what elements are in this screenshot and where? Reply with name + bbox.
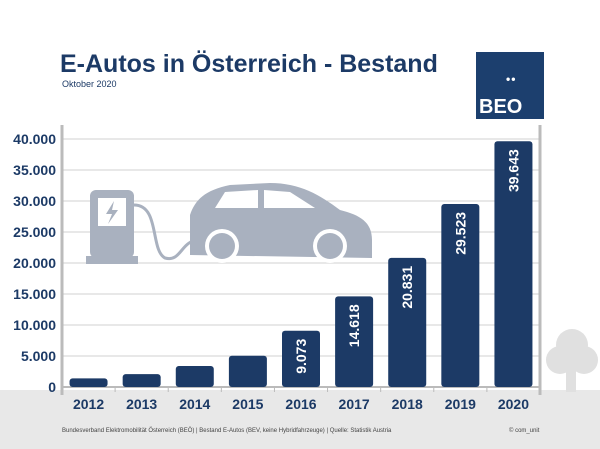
footer-source: Bundesverband Elektromobilität Österreic… bbox=[62, 428, 392, 434]
y-tick-label: 0 bbox=[48, 379, 56, 395]
y-tick-label: 35.000 bbox=[13, 162, 56, 178]
y-tick-label: 25.000 bbox=[13, 224, 56, 240]
y-tick-label: 20.000 bbox=[13, 255, 56, 271]
y-tick-label: 10.000 bbox=[13, 317, 56, 333]
logo-dots: •• bbox=[506, 72, 517, 86]
y-tick-label: 5.000 bbox=[21, 348, 56, 364]
bar-2015 bbox=[228, 355, 267, 387]
x-tick-label: 2019 bbox=[445, 396, 476, 412]
x-tick-label: 2017 bbox=[339, 396, 370, 412]
x-tick-label: 2013 bbox=[126, 396, 157, 412]
bar-2013 bbox=[122, 374, 161, 387]
bar-2018 bbox=[388, 257, 427, 387]
x-tick-label: 2018 bbox=[392, 396, 423, 412]
footer-copyright: © com_unit bbox=[509, 428, 540, 434]
data-label: 14.618 bbox=[346, 304, 362, 347]
bar-2016 bbox=[282, 330, 320, 387]
bar-2014 bbox=[175, 366, 214, 387]
x-tick-label: 2014 bbox=[179, 396, 210, 412]
data-label: 39.643 bbox=[505, 149, 521, 192]
x-tick-label: 2016 bbox=[285, 396, 316, 412]
bar-2012 bbox=[69, 378, 108, 387]
logo-text: BEO bbox=[479, 96, 523, 118]
bar-2017 bbox=[335, 296, 374, 387]
ground-band bbox=[0, 390, 600, 449]
tree-icon bbox=[546, 329, 598, 392]
x-tick-label: 2012 bbox=[73, 396, 104, 412]
data-label: 20.831 bbox=[399, 266, 415, 309]
y-tick-label: 15.000 bbox=[13, 286, 56, 302]
beo-logo: •• BEO bbox=[476, 52, 544, 119]
data-label: 9.073 bbox=[293, 339, 309, 374]
x-tick-label: 2020 bbox=[498, 396, 529, 412]
bar-2019 bbox=[441, 203, 480, 387]
data-label: 29.523 bbox=[452, 212, 468, 255]
y-tick-label: 40.000 bbox=[13, 131, 56, 147]
chart-title: E-Autos in Österreich - Bestand bbox=[60, 50, 438, 78]
x-tick-label: 2015 bbox=[232, 396, 263, 412]
chart-subtitle: Oktober 2020 bbox=[62, 79, 117, 89]
charger-car-illustration bbox=[86, 183, 372, 264]
y-tick-label: 30.000 bbox=[13, 193, 56, 209]
bar-2020 bbox=[494, 141, 533, 387]
